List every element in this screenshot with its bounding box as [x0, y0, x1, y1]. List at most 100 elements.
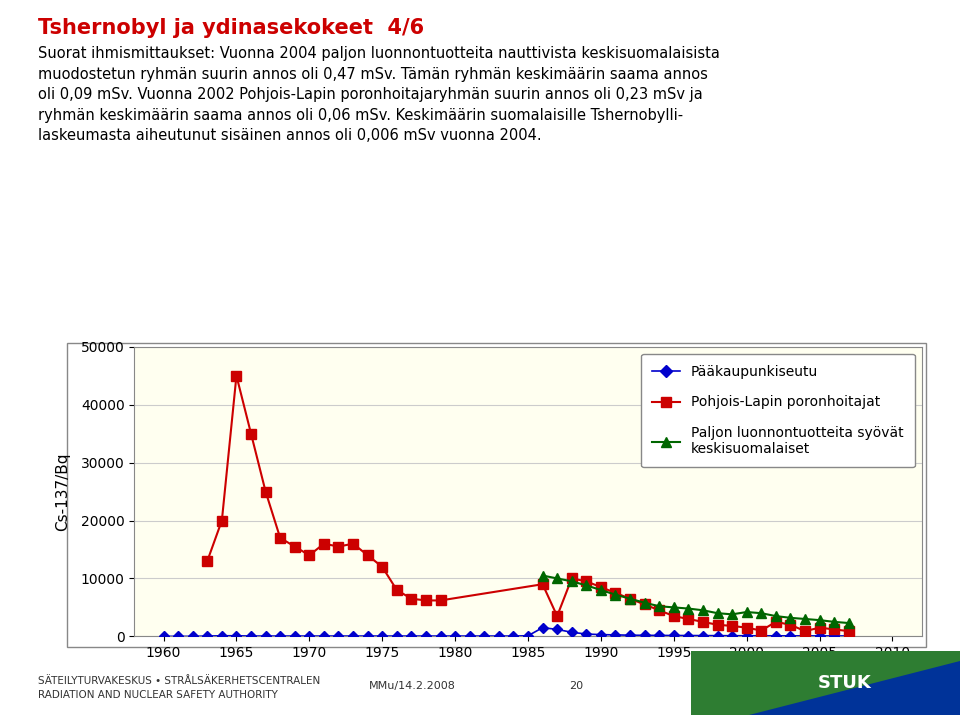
Paljon luonnontuotteita syövät
keskisuomalaiset	[843, 618, 854, 627]
Y-axis label: Cs-137/Bq: Cs-137/Bq	[55, 453, 70, 531]
Pohjois-Lapin poronhoitajat	[624, 594, 636, 603]
Pääkaupunkiseutu	[435, 632, 446, 641]
Text: Suorat ihmismittaukset: Vuonna 2004 paljon luonnontuotteita nauttivista keskisuo: Suorat ihmismittaukset: Vuonna 2004 palj…	[38, 46, 720, 143]
Pohjois-Lapin poronhoitajat	[406, 594, 418, 603]
Paljon luonnontuotteita syövät
keskisuomalaiset	[784, 613, 796, 622]
Pääkaupunkiseutu	[187, 632, 199, 641]
Pääkaupunkiseutu	[683, 631, 694, 640]
Pääkaupunkiseutu	[173, 632, 184, 641]
Paljon luonnontuotteita syövät
keskisuomalaiset	[668, 603, 680, 611]
Pääkaupunkiseutu	[245, 632, 256, 641]
Paljon luonnontuotteita syövät
keskisuomalaiset	[814, 616, 826, 624]
Pääkaupunkiseutu	[595, 631, 607, 639]
Paljon luonnontuotteita syövät
keskisuomalaiset	[638, 598, 650, 607]
Pääkaupunkiseutu	[202, 632, 213, 641]
Pohjois-Lapin poronhoitajat	[333, 542, 345, 551]
Pääkaupunkiseutu	[741, 631, 753, 640]
Pohjois-Lapin poronhoitajat	[348, 539, 359, 548]
Pohjois-Lapin poronhoitajat	[814, 623, 826, 632]
Pohjois-Lapin poronhoitajat	[741, 623, 753, 632]
Paljon luonnontuotteita syövät
keskisuomalaiset	[756, 609, 767, 618]
Pääkaupunkiseutu	[508, 632, 519, 641]
Paljon luonnontuotteita syövät
keskisuomalaiset	[566, 577, 578, 586]
Paljon luonnontuotteita syövät
keskisuomalaiset	[537, 571, 548, 580]
Text: RADIATION AND NUCLEAR SAFETY AUTHORITY: RADIATION AND NUCLEAR SAFETY AUTHORITY	[38, 690, 278, 700]
Paljon luonnontuotteita syövät
keskisuomalaiset	[770, 612, 781, 621]
Pohjois-Lapin poronhoitajat	[683, 615, 694, 623]
Paljon luonnontuotteita syövät
keskisuomalaiset	[581, 581, 592, 590]
Pohjois-Lapin poronhoitajat	[318, 539, 329, 548]
Pääkaupunkiseutu	[537, 623, 548, 632]
Pääkaupunkiseutu	[230, 631, 242, 640]
Pohjois-Lapin poronhoitajat	[391, 586, 402, 594]
Pääkaupunkiseutu	[318, 632, 329, 641]
Pääkaupunkiseutu	[333, 632, 345, 641]
Paljon luonnontuotteita syövät
keskisuomalaiset	[727, 610, 738, 618]
Pohjois-Lapin poronhoitajat	[668, 612, 680, 621]
Pohjois-Lapin poronhoitajat	[566, 574, 578, 583]
Pohjois-Lapin poronhoitajat	[784, 621, 796, 629]
Line: Pääkaupunkiseutu: Pääkaupunkiseutu	[160, 624, 852, 640]
Pääkaupunkiseutu	[216, 631, 228, 640]
Pääkaupunkiseutu	[522, 631, 534, 640]
Pohjois-Lapin poronhoitajat	[202, 557, 213, 566]
Pohjois-Lapin poronhoitajat	[610, 588, 621, 597]
Pääkaupunkiseutu	[756, 631, 767, 640]
Pohjois-Lapin poronhoitajat	[275, 533, 286, 542]
Pääkaupunkiseutu	[449, 632, 461, 641]
Pääkaupunkiseutu	[711, 631, 723, 640]
Pääkaupunkiseutu	[493, 632, 505, 641]
Pääkaupunkiseutu	[566, 628, 578, 636]
Pääkaupunkiseutu	[406, 632, 418, 641]
Pääkaupunkiseutu	[289, 632, 300, 641]
Line: Paljon luonnontuotteita syövät
keskisuomalaiset: Paljon luonnontuotteita syövät keskisuom…	[538, 571, 853, 628]
Pääkaupunkiseutu	[420, 632, 432, 641]
Paljon luonnontuotteita syövät
keskisuomalaiset	[551, 574, 563, 583]
Pääkaupunkiseutu	[157, 632, 169, 641]
Pohjois-Lapin poronhoitajat	[697, 618, 708, 626]
Pääkaupunkiseutu	[624, 631, 636, 639]
Pohjois-Lapin poronhoitajat	[537, 580, 548, 588]
Paljon luonnontuotteita syövät
keskisuomalaiset	[800, 615, 811, 623]
Pohjois-Lapin poronhoitajat	[756, 626, 767, 635]
Pohjois-Lapin poronhoitajat	[843, 627, 854, 636]
Pohjois-Lapin poronhoitajat	[230, 372, 242, 380]
Text: MMu/14.2.2008: MMu/14.2.2008	[370, 681, 456, 691]
Pohjois-Lapin poronhoitajat	[376, 563, 388, 571]
Paljon luonnontuotteita syövät
keskisuomalaiset	[711, 609, 723, 618]
Pohjois-Lapin poronhoitajat	[420, 596, 432, 605]
Paljon luonnontuotteita syövät
keskisuomalaiset	[741, 608, 753, 616]
Text: SÄTEILYTURVAKESKUS • STRÅLSÄKERHETSCENTRALEN: SÄTEILYTURVAKESKUS • STRÅLSÄKERHETSCENTR…	[38, 676, 321, 686]
Pohjois-Lapin poronhoitajat	[303, 551, 315, 560]
Pääkaupunkiseutu	[275, 632, 286, 641]
Pohjois-Lapin poronhoitajat	[638, 600, 650, 608]
Pohjois-Lapin poronhoitajat	[435, 596, 446, 605]
Line: Pohjois-Lapin poronhoitajat: Pohjois-Lapin poronhoitajat	[203, 371, 853, 636]
Pääkaupunkiseutu	[843, 631, 854, 640]
Pohjois-Lapin poronhoitajat	[828, 625, 840, 633]
Pääkaupunkiseutu	[303, 632, 315, 641]
Text: 20: 20	[569, 681, 583, 691]
Text: Tshernobyl ja ydinasekokeet  4/6: Tshernobyl ja ydinasekokeet 4/6	[38, 18, 424, 38]
Pääkaupunkiseutu	[800, 631, 811, 640]
Pääkaupunkiseutu	[581, 630, 592, 638]
Paljon luonnontuotteita syövät
keskisuomalaiset	[624, 594, 636, 603]
Paljon luonnontuotteita syövät
keskisuomalaiset	[697, 606, 708, 615]
Paljon luonnontuotteita syövät
keskisuomalaiset	[654, 602, 665, 611]
Paljon luonnontuotteita syövät
keskisuomalaiset	[683, 604, 694, 613]
Pohjois-Lapin poronhoitajat	[245, 429, 256, 438]
Pääkaupunkiseutu	[784, 631, 796, 640]
Pohjois-Lapin poronhoitajat	[595, 583, 607, 591]
Pääkaupunkiseutu	[551, 625, 563, 633]
Pääkaupunkiseutu	[638, 631, 650, 640]
Pääkaupunkiseutu	[727, 631, 738, 640]
Pääkaupunkiseutu	[828, 631, 840, 640]
Pääkaupunkiseutu	[376, 632, 388, 641]
Pääkaupunkiseutu	[697, 631, 708, 640]
Pohjois-Lapin poronhoitajat	[800, 627, 811, 636]
Pääkaupunkiseutu	[348, 632, 359, 641]
Pohjois-Lapin poronhoitajat	[551, 612, 563, 621]
Pohjois-Lapin poronhoitajat	[654, 606, 665, 615]
Pääkaupunkiseutu	[654, 631, 665, 640]
Pääkaupunkiseutu	[464, 632, 475, 641]
